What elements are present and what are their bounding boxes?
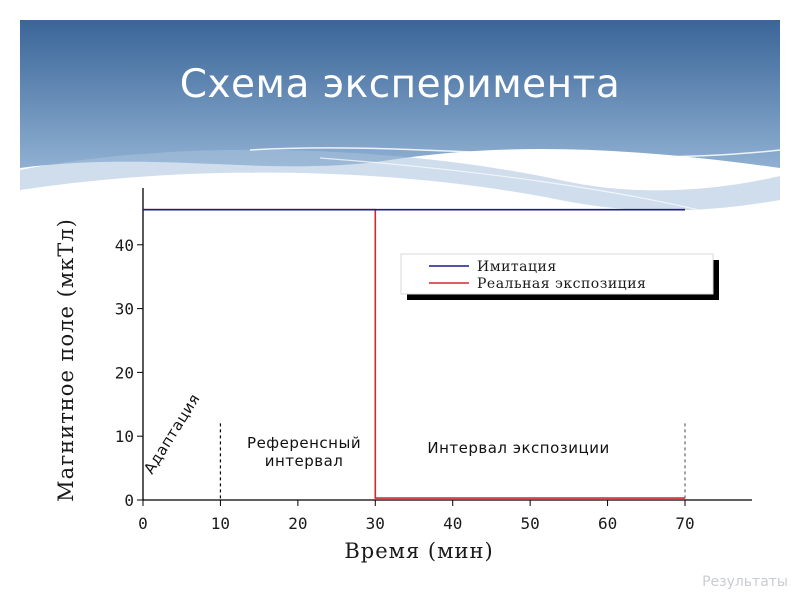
x-tick-label: 10 [211,514,230,533]
annotation-exposure: Интервал экспозиции [427,439,609,457]
x-tick-label: 60 [598,514,617,533]
header-swoosh-line [249,147,781,158]
slide-title: Схема эксперимента [179,62,621,107]
annotation-adaptation: Адаптация [140,390,204,477]
header-swoosh-line-2 [319,157,721,216]
y-tick-label: 20 [115,363,134,382]
header-swoosh [20,149,780,211]
chart-axes: 0 10 20 30 40 50 60 70 0 10 20 30 40 Время (мин) Магни… [54,188,752,563]
legend-label: Имитация [477,259,557,275]
chart-marks [143,208,686,500]
x-tick-label: 40 [443,514,462,533]
y-tick-label: 10 [115,427,134,446]
x-tick-label: 0 [138,514,148,533]
x-tick-label: 30 [366,514,385,533]
x-axis-label: Время (мин) [344,539,493,563]
annotation-reference-line1: Референсный [247,434,361,452]
x-tick-label: 70 [675,514,694,533]
x-tick-label: 20 [288,514,307,533]
next-slide-link[interactable]: Результаты [702,574,788,590]
y-tick-label: 30 [115,300,134,319]
legend-label: Реальная экспозиция [477,276,646,292]
y-axis-label: Магнитное поле (мкТл) [54,218,78,502]
y-tick-label: 40 [115,236,134,255]
legend-box [400,253,714,295]
y-tick-label: 0 [124,491,134,510]
x-tick-label: 50 [521,514,540,533]
annotation-reference-line2: интервал [265,452,344,470]
header-band [20,20,780,168]
